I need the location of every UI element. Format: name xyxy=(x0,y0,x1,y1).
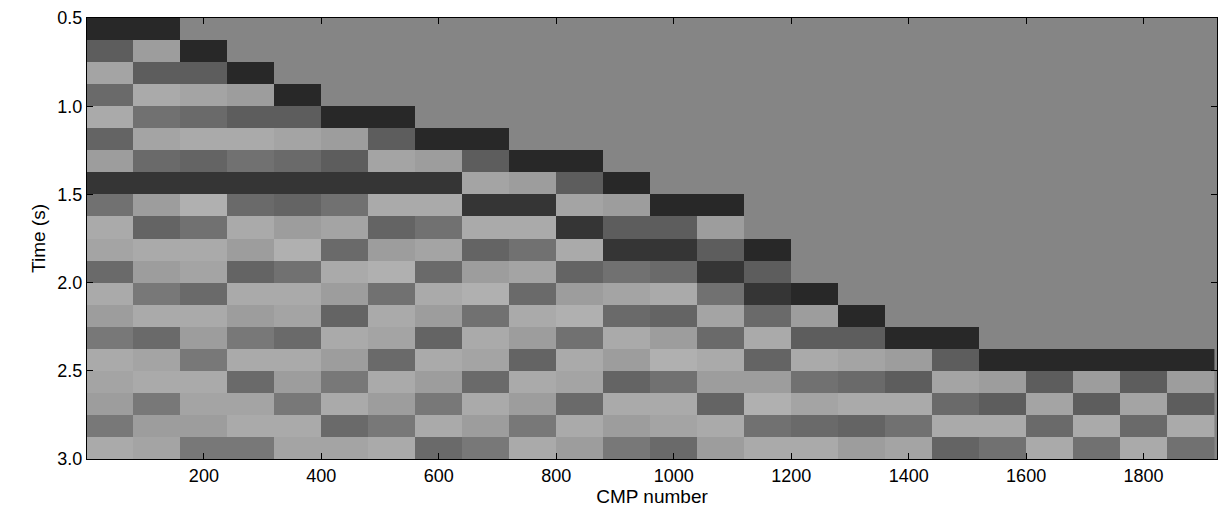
svg-text:Time (s): Time (s) xyxy=(28,204,49,273)
svg-text:800: 800 xyxy=(541,466,571,486)
svg-text:1800: 1800 xyxy=(1124,466,1164,486)
svg-text:1.0: 1.0 xyxy=(57,97,82,117)
svg-text:1.5: 1.5 xyxy=(57,185,82,205)
svg-text:200: 200 xyxy=(189,466,219,486)
svg-text:400: 400 xyxy=(306,466,336,486)
svg-text:0.5: 0.5 xyxy=(57,8,82,28)
svg-text:1600: 1600 xyxy=(1006,466,1046,486)
svg-text:600: 600 xyxy=(424,466,454,486)
svg-text:2.0: 2.0 xyxy=(57,273,82,293)
svg-text:2.5: 2.5 xyxy=(57,361,82,381)
svg-text:1200: 1200 xyxy=(771,466,811,486)
svg-text:3.0: 3.0 xyxy=(57,449,82,469)
svg-text:1400: 1400 xyxy=(889,466,929,486)
svg-text:CMP number: CMP number xyxy=(596,486,708,507)
svg-text:1000: 1000 xyxy=(654,466,694,486)
